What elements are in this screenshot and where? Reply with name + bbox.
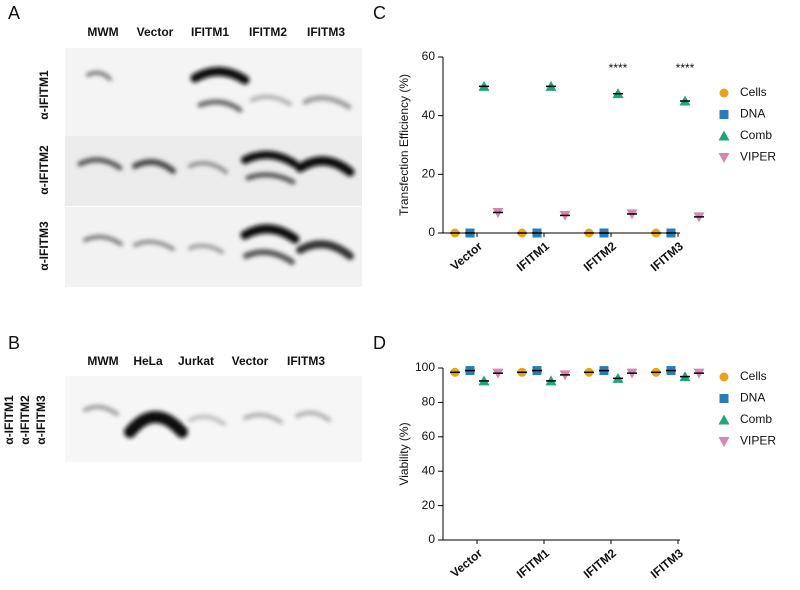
antibody-label: α-IFITM3 [34,395,48,445]
antibody-label: α-IFITM1 [37,70,51,120]
lane-label: IFITM3 [287,354,325,368]
x-tick-label: IFITM1 [514,546,552,581]
lane-label: HeLa [133,354,163,368]
lane-label: IFITM3 [307,25,345,39]
y-tick-label: 100 [415,360,435,374]
legend-label: Cells [740,369,767,383]
antibody-label: α-IFITM2 [18,395,32,445]
y-tick-label: 40 [422,108,436,122]
x-tick-label: IFITM1 [514,239,552,274]
legend-marker [719,88,729,98]
legend-label: DNA [740,391,765,405]
lane-label: Vector [137,25,174,39]
x-tick-label: Vector [448,239,485,274]
legend-label: Cells [740,85,767,99]
legend-label: VIPER [740,150,776,164]
y-axis-title: Transfection Efficiency (%) [397,74,411,216]
legend-label: Comb [740,412,772,426]
y-tick-label: 20 [422,167,436,181]
bands [83,404,331,438]
legend-label: VIPER [740,434,776,448]
legend-marker [718,414,730,425]
panel-letter: C [373,3,386,23]
x-tick-label: IFITM2 [581,239,619,274]
legend-label: Comb [740,128,772,142]
x-tick-label: IFITM3 [648,546,686,581]
blot-strip [65,136,362,206]
panel-letter: B [8,333,20,353]
lane-label: IFITM1 [191,25,229,39]
legend-marker [719,394,729,403]
antibody-label: α-IFITM1 [2,395,16,445]
annotation: **** [676,61,695,75]
bands [77,67,355,265]
annotation: **** [609,61,628,75]
y-axis-title: Viability (%) [397,422,411,485]
y-tick-label: 60 [422,49,436,63]
x-tick-label: IFITM2 [581,546,619,581]
lane-label: Vector [232,354,269,368]
y-tick-label: 20 [422,498,436,512]
panel-letter: A [8,3,20,23]
legend-marker [718,130,730,141]
legend-marker [718,437,730,447]
antibody-label: α-IFITM3 [37,221,51,271]
blot-strip [65,48,362,136]
antibody-label: α-IFITM2 [37,145,51,195]
lane-label: MWM [87,354,118,368]
y-tick-label: 0 [428,225,435,239]
x-tick-label: IFITM3 [648,239,686,274]
legend-marker [718,153,730,163]
lane-label: MWM [87,25,118,39]
lane-label: IFITM2 [249,25,287,39]
y-tick-label: 0 [428,532,435,546]
panel-letter: D [373,333,386,353]
legend-label: DNA [740,107,765,121]
legend-marker [719,110,729,119]
legend-marker [719,372,729,382]
y-tick-label: 40 [422,463,436,477]
x-tick-label: Vector [448,546,485,581]
lane-label: Jurkat [178,354,214,368]
y-tick-label: 80 [422,395,436,409]
y-tick-label: 60 [422,429,436,443]
